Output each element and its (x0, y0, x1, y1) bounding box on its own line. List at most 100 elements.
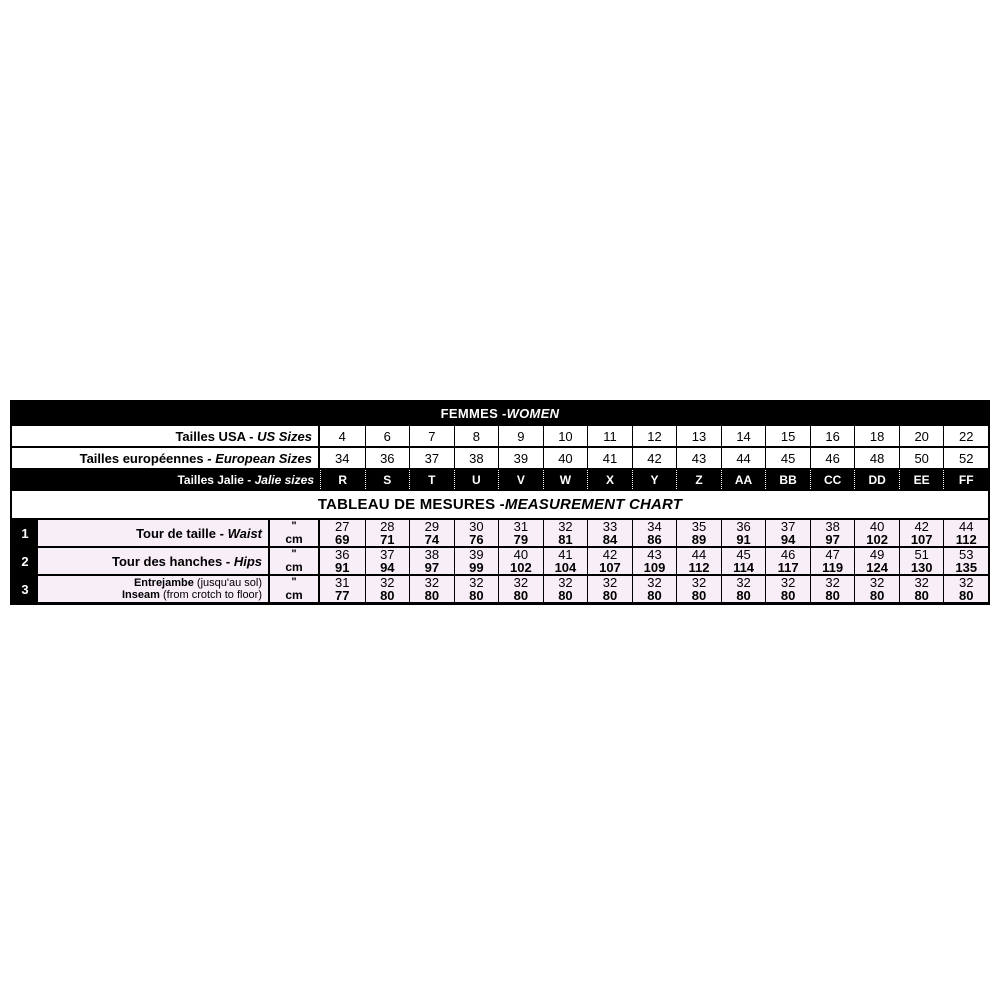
hips-label-fr: Tour des hanches - (111, 553, 234, 569)
jalie-size-value: CC (809, 470, 855, 489)
inches-unit: " (291, 548, 297, 560)
waist-measurement-cell: 38 97 (809, 520, 855, 546)
cm-value: 97 (825, 531, 840, 546)
cm-value: 135 (955, 559, 978, 574)
inches-value: 31 (335, 576, 350, 590)
inches-value: 42 (602, 548, 618, 562)
us-size-value: 18 (854, 426, 899, 446)
jalie-sizes-label: Tailles Jalie - Jalie sizes (12, 470, 320, 489)
inseam-label-en: Inseam (from crotch to floor) (122, 589, 262, 601)
jalie-size-value: S (364, 470, 410, 489)
cm-value: 107 (910, 531, 933, 546)
hips-measurement-cell: 38 97 (409, 548, 454, 574)
jalie-size-value: DD (854, 470, 899, 489)
inseam-label: Entrejambe (jusqu'au sol) Inseam (from c… (38, 576, 270, 602)
hips-label: Tour des hanches - Hips (38, 548, 270, 574)
section-header-en: MEASUREMENT CHART (504, 496, 683, 513)
cm-value: 91 (335, 559, 350, 574)
us-size-value: 16 (809, 426, 855, 446)
cm-value: 107 (599, 559, 621, 574)
inches-value: 32 (691, 576, 707, 590)
inches-value: 32 (825, 576, 840, 590)
inches-value: 33 (602, 520, 618, 534)
inches-value: 32 (647, 576, 662, 590)
european-size-value: 50 (898, 448, 944, 468)
us-size-value: 20 (898, 426, 944, 446)
inches-value: 28 (380, 520, 395, 534)
inseam-label-en-main: Inseam (122, 589, 160, 601)
hips-measurement-cell: 51 130 (898, 548, 944, 574)
inches-value: 41 (558, 548, 573, 562)
us-size-value: 14 (720, 426, 766, 446)
cm-value: 91 (736, 531, 751, 546)
hips-measurement-cell: 42 107 (587, 548, 632, 574)
inseam-measurement-cell: 32 80 (720, 576, 766, 602)
hips-row: 2 Tour des hanches - Hips " cm 36 91 37 … (12, 546, 988, 574)
waist-measurement-cell: 36 91 (720, 520, 766, 546)
cm-value: 80 (513, 587, 529, 602)
inches-value: 44 (958, 520, 974, 534)
section-header-fr: TABLEAU DE MESURES - (317, 496, 505, 513)
inches-value: 30 (469, 520, 484, 534)
waist-label-fr: Tour de taille - (136, 525, 228, 541)
row-number-2: 2 (12, 548, 38, 574)
us-size-value: 11 (587, 426, 632, 446)
inches-value: 36 (736, 520, 751, 534)
inches-value: 51 (914, 548, 929, 562)
european-size-value: 43 (676, 448, 721, 468)
cm-value: 130 (910, 559, 933, 574)
inches-value: 36 (335, 548, 350, 562)
us-size-value: 15 (765, 426, 810, 446)
cm-value: 80 (558, 587, 573, 602)
jalie-size-value: R (320, 470, 365, 489)
waist-measurement-cell: 44 112 (943, 520, 988, 546)
us-sizes-label-fr: Tailles USA - (175, 428, 258, 444)
cm-value: 74 (424, 531, 440, 546)
waist-measurement-cell: 32 81 (542, 520, 588, 546)
waist-measurement-cell: 33 84 (587, 520, 632, 546)
hips-measurement-cell: 46 117 (765, 548, 810, 574)
jalie-size-value: AA (720, 470, 766, 489)
european-size-value: 38 (453, 448, 499, 468)
jalie-sizes-label-en: Jalie sizes (254, 472, 314, 487)
us-size-value: 9 (498, 426, 543, 446)
european-size-value: 40 (542, 448, 588, 468)
waist-measurement-cell: 40 102 (854, 520, 899, 546)
inches-value: 29 (424, 520, 440, 534)
inches-value: 32 (469, 576, 484, 590)
european-sizes-row: Tailles européennes - European Sizes 34 … (12, 446, 988, 468)
inches-value: 27 (335, 520, 350, 534)
european-size-value: 37 (409, 448, 454, 468)
waist-measurement-cell: 30 76 (453, 520, 499, 546)
us-size-value: 4 (338, 428, 346, 444)
inseam-measurement-cell: 32 80 (943, 576, 988, 602)
inches-value: 40 (869, 520, 885, 534)
inches-value: 32 (380, 576, 395, 590)
inches-value: 40 (513, 548, 529, 562)
inches-unit: " (291, 576, 297, 588)
european-sizes-label: Tailles européennes - European Sizes (12, 448, 320, 468)
inches-value: 38 (424, 548, 440, 562)
european-sizes-label-en: European Sizes (215, 450, 312, 466)
inches-value: 44 (691, 548, 707, 562)
inches-value: 38 (825, 520, 840, 534)
european-size-value: 52 (943, 448, 988, 468)
gender-header: FEMMES - WOMEN (12, 402, 988, 424)
inseam-measurement-cell: 32 80 (676, 576, 721, 602)
cm-unit: cm (285, 560, 303, 574)
cm-value: 80 (380, 587, 395, 602)
inseam-label-fr: Entrejambe (jusqu'au sol) (134, 577, 262, 589)
inseam-unit-cell: " cm (270, 576, 320, 602)
inseam-measurement-cell: 32 80 (498, 576, 543, 602)
cm-value: 79 (513, 531, 529, 546)
inches-value: 39 (469, 548, 484, 562)
cm-value: 109 (643, 559, 666, 574)
cm-value: 80 (736, 587, 751, 602)
inseam-measurement-cell: 32 80 (453, 576, 499, 602)
us-size-value: 7 (409, 426, 454, 446)
jalie-size-value: Y (631, 470, 677, 489)
cm-value: 80 (958, 587, 974, 602)
waist-row: 1 Tour de taille - Waist " cm 27 69 28 7… (12, 518, 988, 546)
inches-value: 32 (424, 576, 440, 590)
inseam-label-fr-detail: (jusqu'au sol) (193, 577, 262, 589)
